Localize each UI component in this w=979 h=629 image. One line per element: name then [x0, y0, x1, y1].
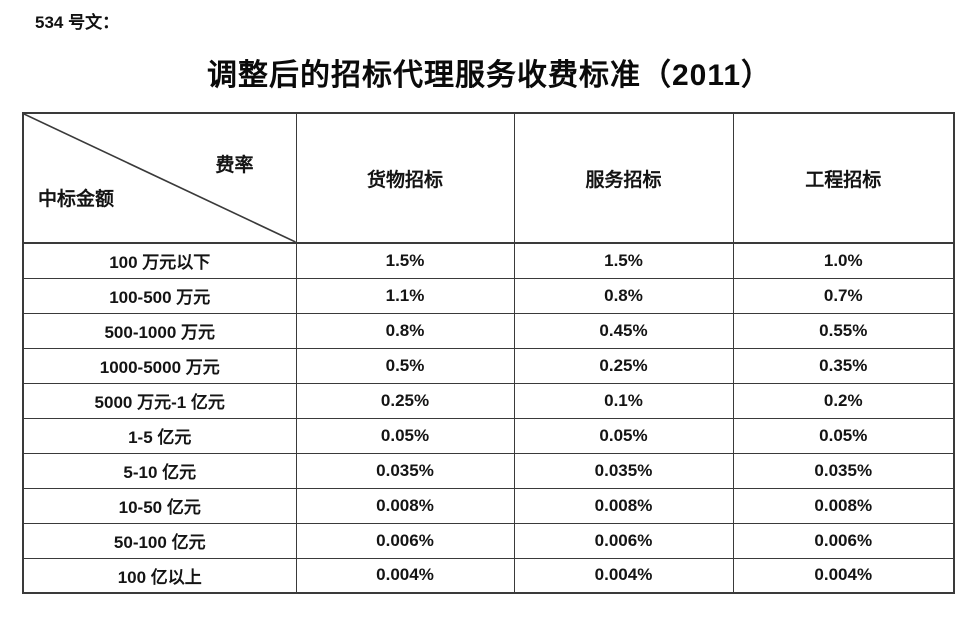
table-row: 5000 万元-1 亿元 0.25% 0.1% 0.2%	[22, 382, 955, 419]
table-row: 50-100 亿元 0.006% 0.006% 0.006%	[22, 522, 955, 559]
diagonal-divider-line	[24, 114, 296, 242]
fee-table: 费率 中标金额 货物招标 服务招标 工程招标 100 万元以下 1.5% 1.5…	[22, 112, 955, 594]
table-row: 1000-5000 万元 0.5% 0.25% 0.35%	[22, 347, 955, 384]
fee-value-services: 0.035%	[513, 452, 734, 489]
fee-value-engineering: 0.008%	[732, 487, 955, 524]
fee-value-goods: 0.25%	[295, 382, 515, 419]
fee-value-services: 0.45%	[513, 312, 734, 349]
fee-value-engineering: 0.006%	[732, 522, 955, 559]
amount-range-label: 100 亿以上	[22, 557, 297, 594]
fee-value-goods: 0.05%	[295, 417, 515, 454]
fee-value-services: 0.8%	[513, 277, 734, 314]
column-header-services: 服务招标	[513, 112, 734, 244]
amount-range-label: 1-5 亿元	[22, 417, 297, 454]
corner-label-rate: 费率	[215, 155, 254, 176]
fee-value-goods: 1.5%	[295, 242, 515, 279]
amount-range-label: 10-50 亿元	[22, 487, 297, 524]
page-title: 调整后的招标代理服务收费标准（2011）	[206, 59, 773, 92]
amount-range-label: 100-500 万元	[22, 277, 297, 314]
amount-range-label: 100 万元以下	[22, 242, 297, 279]
fee-value-goods: 1.1%	[295, 277, 515, 314]
fee-value-services: 0.05%	[513, 417, 734, 454]
table-header: 费率 中标金额 货物招标 服务招标 工程招标	[22, 112, 955, 244]
fee-value-services: 0.004%	[513, 557, 734, 594]
table-row: 100 亿以上 0.004% 0.004% 0.004%	[22, 557, 955, 594]
column-header-goods: 货物招标	[295, 112, 515, 244]
fee-value-goods: 0.8%	[295, 312, 515, 349]
fee-value-engineering: 0.035%	[732, 452, 955, 489]
fee-value-goods: 0.5%	[295, 347, 515, 384]
table-row: 1-5 亿元 0.05% 0.05% 0.05%	[22, 417, 955, 454]
table-row: 500-1000 万元 0.8% 0.45% 0.55%	[22, 312, 955, 349]
fee-value-engineering: 0.35%	[732, 347, 955, 384]
fee-value-goods: 0.006%	[295, 522, 515, 559]
table-row: 10-50 亿元 0.008% 0.008% 0.008%	[22, 487, 955, 524]
table-row: 100 万元以下 1.5% 1.5% 1.0%	[22, 242, 955, 279]
header-row: 费率 中标金额 货物招标 服务招标 工程招标	[22, 112, 955, 244]
fee-value-services: 0.25%	[513, 347, 734, 384]
fee-value-engineering: 0.55%	[732, 312, 955, 349]
amount-range-label: 50-100 亿元	[22, 522, 297, 559]
amount-range-label: 5-10 亿元	[22, 452, 297, 489]
fee-value-engineering: 1.0%	[732, 242, 955, 279]
corner-cell: 费率 中标金额	[22, 112, 297, 244]
table-row: 100-500 万元 1.1% 0.8% 0.7%	[22, 277, 955, 314]
fee-value-goods: 0.008%	[295, 487, 515, 524]
fee-value-services: 0.1%	[513, 382, 734, 419]
fee-value-services: 1.5%	[513, 242, 734, 279]
table-row: 5-10 亿元 0.035% 0.035% 0.035%	[22, 452, 955, 489]
fee-value-engineering: 0.004%	[732, 557, 955, 594]
fee-value-services: 0.008%	[513, 487, 734, 524]
fee-value-engineering: 0.7%	[732, 277, 955, 314]
fee-value-engineering: 0.05%	[732, 417, 955, 454]
amount-range-label: 1000-5000 万元	[22, 347, 297, 384]
fee-value-engineering: 0.2%	[732, 382, 955, 419]
fee-value-goods: 0.004%	[295, 557, 515, 594]
amount-range-label: 5000 万元-1 亿元	[22, 382, 297, 419]
table-body: 100 万元以下 1.5% 1.5% 1.0% 100-500 万元 1.1% …	[22, 242, 955, 594]
corner-label-amount: 中标金额	[38, 189, 115, 210]
fee-value-services: 0.006%	[513, 522, 734, 559]
column-header-engineering: 工程招标	[732, 112, 955, 244]
amount-range-label: 500-1000 万元	[22, 312, 297, 349]
fee-value-goods: 0.035%	[295, 452, 515, 489]
doc-ref: 534 号文：	[35, 13, 120, 32]
